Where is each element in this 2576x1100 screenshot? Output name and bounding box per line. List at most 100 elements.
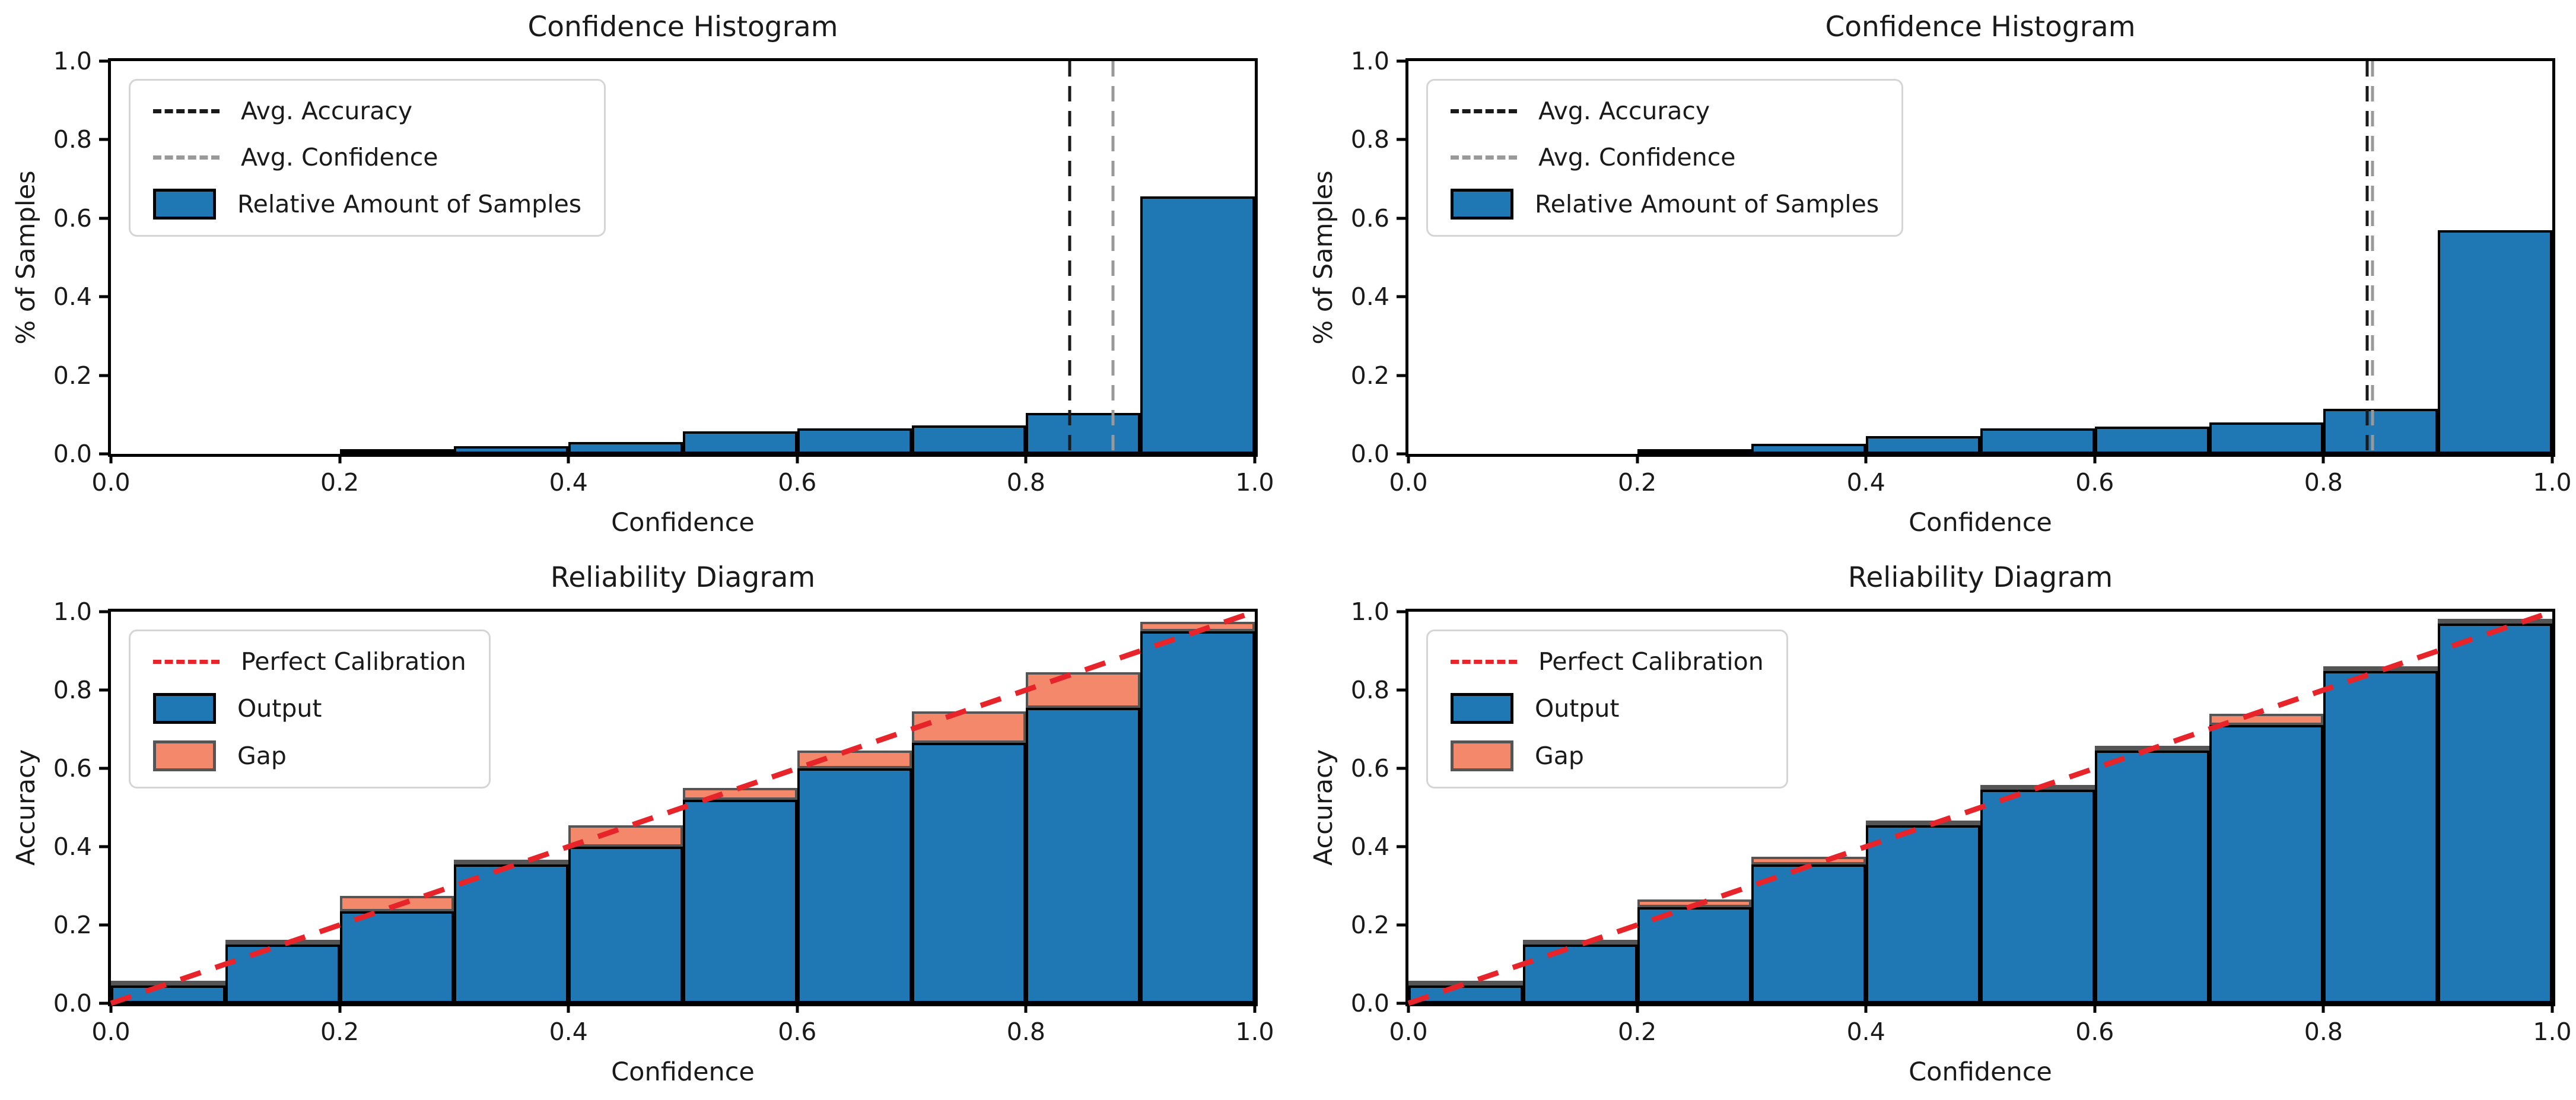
gap-bar [111, 981, 225, 986]
histogram-bar [1026, 412, 1141, 454]
histogram-bar [1751, 444, 1866, 454]
x-tick-label: 0.6 [778, 1018, 817, 1046]
x-tick-mark [1407, 454, 1410, 463]
gap-patch-icon [153, 740, 216, 771]
x-tick-label: 0.4 [1846, 1018, 1885, 1046]
y-tick-mark [1397, 374, 1406, 377]
output-bar [1026, 707, 1141, 1003]
y-tick-mark [1397, 217, 1406, 220]
y-tick-mark [1397, 138, 1406, 141]
y-tick-label: 0.4 [53, 282, 92, 311]
perfect-calibration-line [1407, 609, 2553, 1006]
output-bar [454, 864, 569, 1003]
legend-item-perfect-calibration: Perfect Calibration [1451, 647, 1764, 676]
gap-bar [568, 825, 683, 847]
y-tick-mark [99, 1002, 109, 1005]
gap-bar [1522, 940, 1637, 945]
output-bar [2094, 751, 2209, 1003]
legend-label: Output [1535, 694, 1620, 723]
x-tick-label: 1.0 [1235, 468, 1274, 497]
y-tick-label: 0.0 [1350, 440, 1389, 468]
x-tick-label: 0.0 [1389, 468, 1428, 497]
x-tick-mark [567, 1003, 570, 1013]
histogram-bar [1637, 449, 1752, 454]
y-axis-label-percent-of-samples-1: % of Samples [11, 170, 41, 345]
legend-label: Avg. Accuracy [241, 97, 413, 125]
legend-label: Perfect Calibration [1538, 647, 1764, 676]
y-tick-mark [99, 374, 109, 377]
x-tick-label: 0.8 [2304, 468, 2343, 497]
avg-confidence-dash-icon [153, 155, 220, 160]
x-tick-mark [1253, 1003, 1257, 1013]
gap-bar [1866, 820, 1980, 825]
y-tick-label: 1.0 [53, 597, 92, 626]
x-tick-mark [2093, 454, 2097, 463]
plot-area-reliability-diagram-1: 0.0 0.0 0.2 0.2 0.4 0.4 0.6 0.6 0.8 0.8 1.0 1.0 [53, 597, 1274, 1046]
legend-item-gap: Gap [153, 740, 466, 771]
y-tick-label: 0.6 [53, 204, 92, 233]
x-tick-label: 1.0 [2533, 1018, 2572, 1046]
x-tick-label: 0.2 [1617, 468, 1657, 497]
y-tick-label: 0.4 [1350, 832, 1389, 861]
y-tick-label: 0.8 [53, 125, 92, 154]
x-tick-label: 0.4 [549, 1018, 588, 1046]
plot-area-confidence-histogram-1: 0.0 0.0 0.2 0.2 0.4 0.4 0.6 0.6 0.8 0.8 1.0 1.0 [53, 47, 1274, 497]
x-tick-mark [338, 454, 342, 463]
y-tick-mark [99, 845, 109, 848]
gap-bar [2209, 713, 2324, 726]
output-bar [1866, 825, 1980, 1003]
y-tick-label: 0.6 [1350, 204, 1389, 233]
y-tick-label: 0.4 [1350, 282, 1389, 311]
y-tick-label: 0.8 [1350, 676, 1389, 704]
y-tick-label: 1.0 [1350, 47, 1389, 75]
legend-reliability-diagram-2: Perfect Calibration Output Gap [1426, 630, 1788, 789]
chart-title-reliability-diagram-2: Reliability Diagram [1847, 561, 2113, 594]
gap-bar [1408, 981, 1523, 986]
x-tick-label: 0.0 [91, 468, 131, 497]
legend-item-perfect-calibration: Perfect Calibration [153, 647, 466, 676]
y-tick-mark [1397, 767, 1406, 770]
y-tick-mark [99, 923, 109, 927]
samples-patch-icon [1451, 189, 1513, 220]
x-tick-mark [796, 454, 799, 463]
axes-reliability-diagram-1: 0.0 0.0 0.2 0.2 0.4 0.4 0.6 0.6 0.8 0.8 1.0 1.0 Per… [53, 597, 1274, 1046]
legend-item-gap: Gap [1451, 740, 1764, 771]
histogram-bar [911, 425, 1026, 454]
x-tick-mark [109, 1003, 113, 1013]
x-tick-label: 0.6 [2075, 468, 2114, 497]
x-tick-mark [2550, 1003, 2554, 1013]
legend-label: Avg. Accuracy [1538, 97, 1710, 125]
y-tick-label: 0.0 [1350, 989, 1389, 1018]
legend-label: Gap [1535, 742, 1584, 770]
gap-bar [225, 940, 340, 945]
output-patch-icon [1451, 693, 1513, 724]
x-tick-mark [2550, 454, 2554, 463]
legend-label: Avg. Confidence [241, 143, 438, 171]
perfect-calibration-dash-icon [1451, 659, 1517, 664]
histogram-bar [1980, 428, 2095, 454]
gap-bar [1026, 672, 1141, 708]
y-axis-label-percent-of-samples-2: % of Samples [1309, 170, 1338, 345]
samples-patch-icon [153, 189, 216, 220]
x-tick-mark [2093, 1003, 2097, 1013]
legend-item-avg-accuracy: Avg. Accuracy [1451, 96, 1879, 126]
legend-item-avg-confidence: Avg. Confidence [153, 142, 581, 172]
output-bar [1408, 985, 1523, 1003]
output-bar [683, 799, 797, 1003]
y-tick-mark [1397, 295, 1406, 298]
gap-bar [911, 711, 1026, 743]
y-axis-label-accuracy-2: Accuracy [1309, 749, 1338, 866]
y-tick-mark [99, 59, 109, 63]
gap-bar [2438, 618, 2552, 624]
x-axis-label-confidence-1: Confidence [611, 508, 755, 538]
legend-item-avg-accuracy: Avg. Accuracy [153, 96, 581, 126]
output-bar [225, 945, 340, 1003]
legend-item-relative-samples: Relative Amount of Samples [1451, 189, 1879, 220]
gap-bar [454, 859, 569, 864]
y-tick-mark [1397, 923, 1406, 927]
y-axis-label-accuracy-1: Accuracy [11, 749, 41, 866]
x-tick-label: 1.0 [1235, 1018, 1274, 1046]
y-tick-mark [1397, 688, 1406, 692]
axes-confidence-histogram-1: 0.0 0.0 0.2 0.2 0.4 0.4 0.6 0.6 0.8 0.8 1.0 1.0 Avg… [53, 47, 1274, 497]
legend-confidence-histogram-2: Avg. Accuracy Avg. Confidence Relative A… [1426, 79, 1904, 237]
